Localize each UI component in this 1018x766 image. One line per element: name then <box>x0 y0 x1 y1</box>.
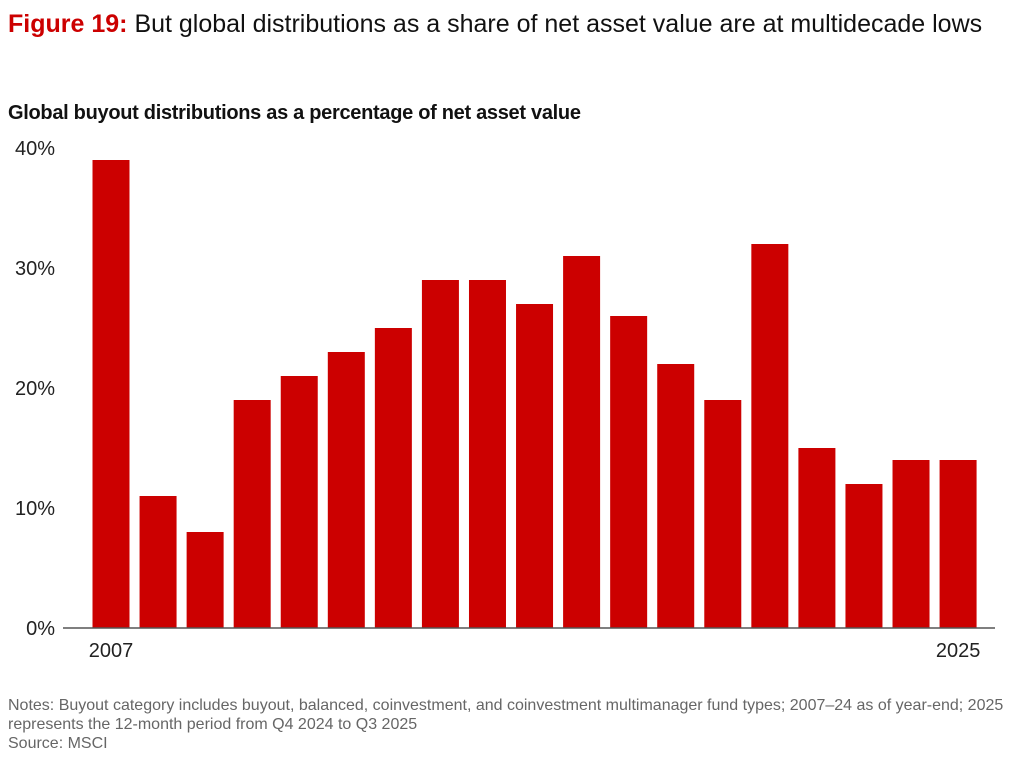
bar-2021 <box>751 244 789 628</box>
notes-text: Notes: Buyout category includes buyout, … <box>8 697 1004 733</box>
bar-2012 <box>327 352 365 628</box>
x-tick-label: 2007 <box>89 640 134 662</box>
figure-title: Figure 19: But global distributions as a… <box>8 6 1008 42</box>
bar-chart: 0% 10% 20% 30% 40% 2007 2025 <box>15 138 995 662</box>
source-text: Source: MSCI <box>8 735 108 752</box>
chart-notes: Notes: Buyout category includes buyout, … <box>8 696 1008 753</box>
bar-2025 <box>939 460 977 628</box>
bar-2018 <box>610 316 648 628</box>
bar-2010 <box>233 400 271 628</box>
bar-2017 <box>563 256 601 628</box>
bar-2024 <box>892 460 930 628</box>
figure-title-text: But global distributions as a share of n… <box>134 10 983 38</box>
bar-2014 <box>421 280 459 628</box>
figure-label: Figure 19: <box>8 10 128 38</box>
bar-2020 <box>704 400 742 628</box>
bar-2009 <box>186 532 224 628</box>
y-tick-label: 30% <box>15 258 55 280</box>
bar-2022 <box>798 448 836 628</box>
bar-2019 <box>657 364 695 628</box>
chart-title: Global buyout distributions as a percent… <box>8 102 581 124</box>
bar-2023 <box>845 484 883 628</box>
x-tick-label: 2025 <box>936 640 981 662</box>
bar-2013 <box>374 328 412 628</box>
y-tick-label: 40% <box>15 138 55 160</box>
bar-2011 <box>280 376 318 628</box>
y-tick-label: 10% <box>15 498 55 520</box>
bar-2015 <box>468 280 506 628</box>
bar-2008 <box>139 496 177 628</box>
bar-2016 <box>516 304 554 628</box>
y-tick-label: 0% <box>26 618 55 640</box>
y-tick-label: 20% <box>15 378 55 400</box>
bar-2007 <box>92 160 130 628</box>
